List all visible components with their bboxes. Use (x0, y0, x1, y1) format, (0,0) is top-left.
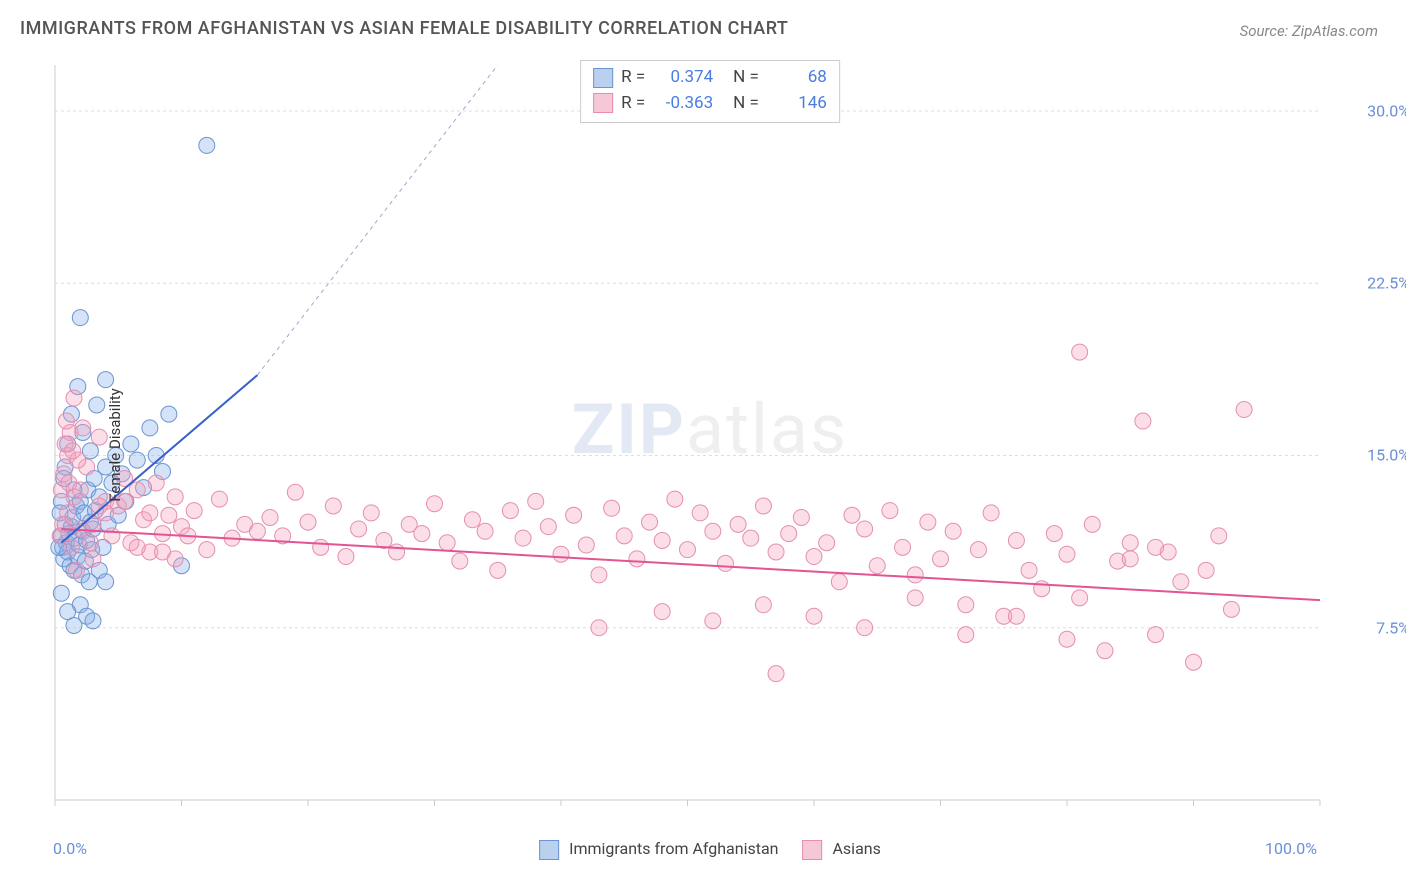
y-tick-label: 22.5% (1367, 274, 1406, 293)
source-attribution: Source: ZipAtlas.com (1240, 22, 1378, 40)
n-value-series-2: 146 (767, 91, 827, 117)
chart-title: IMMIGRANTS FROM AFGHANISTAN VS ASIAN FEM… (20, 18, 788, 39)
r-label: R = (621, 91, 645, 117)
legend-item-series-1: Immigrants from Afghanistan (539, 839, 778, 860)
y-tick-label: 15.0% (1367, 446, 1406, 465)
stats-row-series-1: R = 0.374 N = 68 (593, 65, 827, 91)
legend-swatch-1 (539, 840, 559, 860)
plot-area: Female Disability ZIPatlas R = 0.374 N =… (50, 60, 1370, 830)
legend-label-1: Immigrants from Afghanistan (569, 839, 778, 858)
legend-label-2: Asians (832, 839, 880, 858)
r-value-series-2: -0.363 (653, 91, 713, 117)
y-tick-label: 30.0% (1367, 101, 1406, 120)
y-axis-label: Female Disability (106, 388, 124, 502)
swatch-series-2 (593, 93, 613, 113)
series-legend: Immigrants from Afghanistan Asians (539, 839, 881, 860)
scatter-chart (50, 60, 1370, 830)
y-tick-label: 7.5% (1376, 618, 1406, 637)
r-label: R = (621, 65, 645, 91)
swatch-series-1 (593, 68, 613, 88)
n-label: N = (733, 91, 759, 117)
n-label: N = (733, 65, 759, 91)
stats-row-series-2: R = -0.363 N = 146 (593, 91, 827, 117)
x-tick-label: 0.0% (53, 839, 87, 858)
n-value-series-1: 68 (767, 65, 827, 91)
x-tick-label: 100.0% (1265, 839, 1317, 858)
correlation-stats-box: R = 0.374 N = 68 R = -0.363 N = 146 (580, 60, 840, 123)
r-value-series-1: 0.374 (653, 65, 713, 91)
legend-item-series-2: Asians (803, 839, 881, 860)
legend-swatch-2 (803, 840, 823, 860)
